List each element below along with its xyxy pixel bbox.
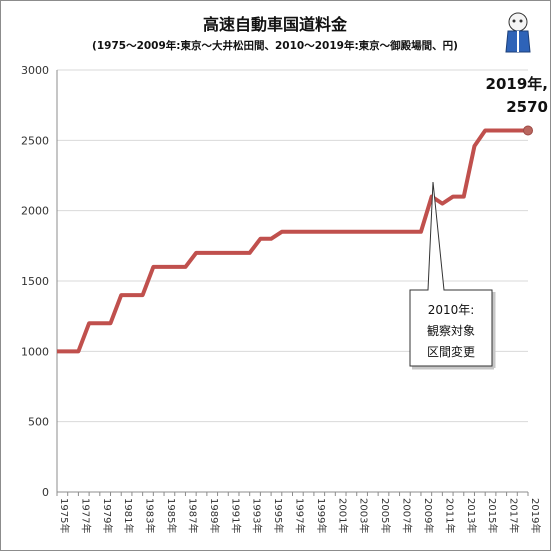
x-tick-label: 2001年	[336, 498, 349, 533]
x-tick-label: 2013年	[465, 498, 478, 533]
y-tick-label: 3000	[21, 64, 49, 77]
end-point-label: 2019年, 2570	[486, 75, 548, 116]
x-tick-label: 1995年	[272, 498, 285, 533]
series-line-group	[57, 125, 533, 354]
y-axis-tick-labels: 0 500 1000 1500 2000 2500 3000	[21, 64, 49, 499]
x-tick-label: 1999年	[315, 498, 328, 533]
callout-box	[409, 181, 493, 367]
y-tick-label: 2500	[21, 134, 49, 147]
chart-subtitle: (1975〜2009年:東京〜大井松田間、2010〜2019年:東京〜御殿場間、…	[92, 39, 458, 52]
axes	[56, 70, 529, 496]
y-tick-label: 1000	[21, 345, 49, 358]
x-tick-label: 2003年	[358, 498, 371, 533]
x-tick-label: 1991年	[229, 498, 242, 533]
x-tick-label: 1977年	[79, 498, 92, 533]
y-tick-label: 1500	[21, 275, 49, 288]
x-tick-label: 2019年	[529, 498, 542, 533]
callout-line-3: 区間変更	[427, 344, 475, 359]
callout-line-2: 観察対象	[427, 324, 475, 338]
x-tick-label: 1975年	[58, 498, 71, 533]
x-tick-label: 2009年	[422, 498, 435, 533]
end-label-year: 2019年,	[486, 75, 548, 93]
x-tick-label: 1987年	[186, 498, 199, 533]
series-line	[57, 128, 528, 354]
x-tick-label: 1989年	[208, 498, 221, 533]
chart-title: 高速自動車国道料金	[203, 15, 348, 34]
x-tick-label: 2005年	[379, 498, 392, 533]
x-tick-label: 2017年	[508, 498, 521, 533]
x-tick-label: 1985年	[165, 498, 178, 533]
callout-2010: 2010年: 観察対象 区間変更	[409, 181, 496, 370]
x-tick-label: 2011年	[443, 498, 456, 533]
callout-line-1: 2010年:	[428, 303, 475, 317]
y-tick-label: 500	[28, 416, 49, 429]
x-tick-label: 2015年	[486, 498, 499, 533]
x-tick-label: 1993年	[251, 498, 264, 533]
x-tick-label: 1983年	[144, 498, 157, 533]
end-data-point	[523, 125, 533, 136]
y-tick-label: 0	[42, 486, 49, 499]
x-axis-tick-labels: 1975年 1977年 1979年 1981年 1983年 1985年 1987年 1989年…	[58, 498, 542, 533]
y-tick-label: 2000	[21, 205, 49, 218]
end-label-value: 2570	[506, 98, 548, 116]
x-tick-label: 1979年	[101, 498, 114, 533]
mascot-icon	[505, 12, 531, 53]
x-tick-label: 1997年	[294, 498, 307, 533]
x-tick-label: 1981年	[122, 498, 135, 533]
x-tick-label: 2007年	[401, 498, 414, 533]
